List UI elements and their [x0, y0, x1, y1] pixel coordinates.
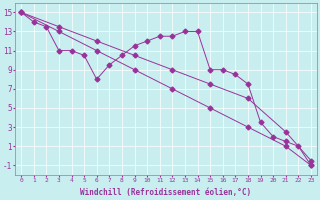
X-axis label: Windchill (Refroidissement éolien,°C): Windchill (Refroidissement éolien,°C): [80, 188, 252, 197]
